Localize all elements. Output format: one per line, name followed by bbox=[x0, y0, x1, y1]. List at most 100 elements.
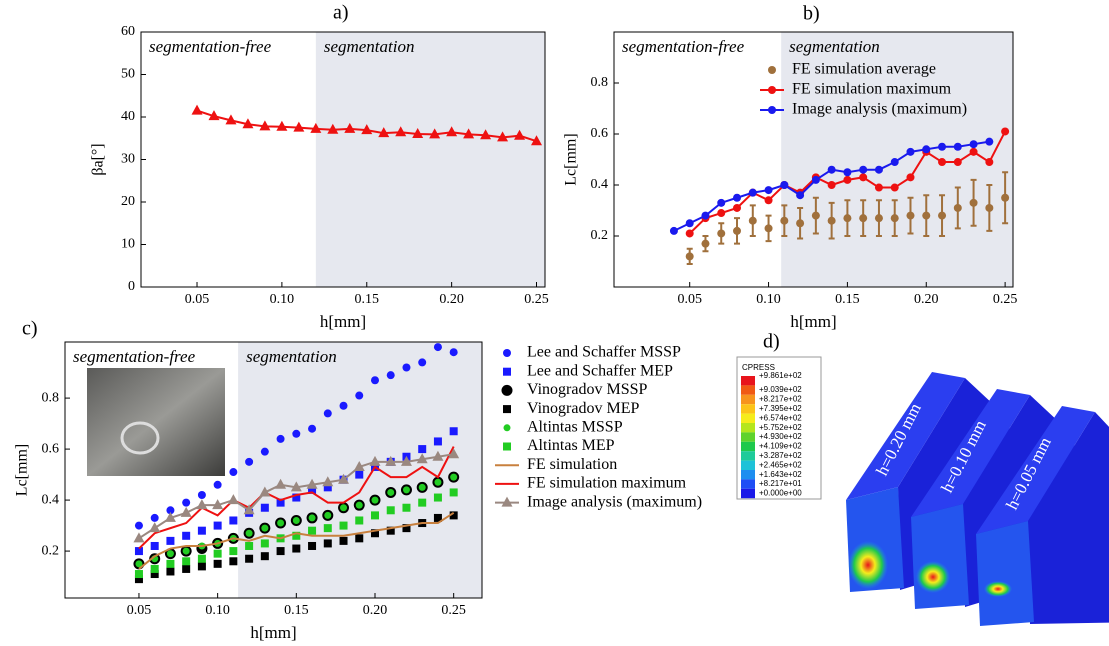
colorbar-label: +9.039e+02 bbox=[759, 385, 802, 394]
marker bbox=[434, 478, 442, 486]
marker bbox=[701, 239, 710, 248]
colorbar-label: +3.287e+02 bbox=[759, 451, 802, 460]
marker bbox=[308, 424, 317, 433]
prism-ridge bbox=[846, 372, 965, 500]
marker bbox=[370, 511, 379, 520]
colorbar-label: +2.465e+02 bbox=[759, 460, 802, 469]
marker bbox=[260, 552, 269, 561]
y-axis-label: Lc[mm] bbox=[14, 444, 31, 496]
marker bbox=[433, 493, 442, 502]
panel-label: d) bbox=[763, 331, 780, 353]
x-axis-label: h[mm] bbox=[250, 623, 296, 642]
marker bbox=[339, 536, 348, 545]
x-tick-label: 0.20 bbox=[439, 292, 464, 307]
marker bbox=[402, 486, 410, 494]
colorbar-swatch bbox=[741, 479, 755, 489]
marker bbox=[685, 219, 694, 228]
marker bbox=[685, 229, 694, 238]
x-axis-label: h[mm] bbox=[320, 312, 366, 331]
marker bbox=[261, 524, 269, 532]
marker bbox=[874, 183, 883, 192]
marker bbox=[292, 531, 301, 540]
x-axis-label: h[mm] bbox=[790, 312, 836, 331]
colorbar-label: +8.217e+01 bbox=[759, 479, 802, 488]
marker bbox=[243, 504, 255, 515]
marker bbox=[166, 536, 175, 545]
marker bbox=[197, 490, 206, 499]
colorbar-label: +4.930e+02 bbox=[759, 432, 802, 441]
marker bbox=[182, 547, 190, 555]
marker bbox=[449, 348, 458, 357]
y-tick-label: 60 bbox=[121, 24, 135, 39]
panel-label: b) bbox=[803, 3, 820, 25]
prism-side bbox=[1028, 412, 1109, 624]
colorbar-label: +9.861e+02 bbox=[759, 371, 802, 380]
marker bbox=[339, 401, 348, 410]
marker bbox=[400, 455, 412, 466]
marker bbox=[213, 480, 222, 489]
inset-photo-detail bbox=[120, 421, 160, 455]
pressure-spot bbox=[848, 541, 888, 589]
legend-label: Lee and Schaffer MSSP bbox=[527, 344, 681, 361]
marker bbox=[733, 203, 742, 212]
legend-marker bbox=[503, 442, 511, 451]
marker bbox=[225, 114, 237, 125]
marker bbox=[164, 511, 176, 522]
marker bbox=[245, 541, 254, 550]
colorbar-swatch bbox=[741, 394, 755, 405]
marker bbox=[386, 526, 395, 535]
prism-ridge bbox=[976, 406, 1095, 534]
legend-label: FE simulation average bbox=[792, 61, 936, 78]
marker bbox=[353, 460, 365, 471]
annotation: segmentation-free bbox=[622, 37, 745, 56]
marker bbox=[780, 216, 789, 225]
y-tick-label: 40 bbox=[121, 109, 135, 124]
marker bbox=[197, 554, 206, 563]
colorbar-swatch bbox=[741, 413, 755, 423]
y-tick-label: 50 bbox=[121, 67, 135, 82]
legend-marker bbox=[768, 86, 776, 94]
x-tick-label: 0.25 bbox=[524, 292, 549, 307]
marker bbox=[323, 409, 332, 418]
marker bbox=[449, 488, 458, 497]
colorbar-label: +6.574e+02 bbox=[759, 413, 802, 422]
marker bbox=[339, 521, 348, 530]
x-tick-label: 0.15 bbox=[835, 292, 860, 307]
marker bbox=[450, 473, 458, 481]
marker bbox=[859, 214, 868, 223]
marker bbox=[344, 122, 356, 133]
marker bbox=[150, 513, 159, 522]
x-tick-label: 0.05 bbox=[185, 292, 210, 307]
marker bbox=[890, 158, 899, 167]
legend-marker bbox=[503, 367, 511, 376]
marker bbox=[134, 521, 143, 530]
marker bbox=[827, 165, 836, 174]
marker bbox=[859, 173, 868, 182]
marker bbox=[402, 524, 411, 533]
marker bbox=[890, 183, 899, 192]
marker bbox=[412, 128, 424, 138]
x-tick-label: 0.25 bbox=[993, 292, 1018, 307]
marker bbox=[292, 516, 300, 524]
marker bbox=[969, 140, 978, 149]
marker bbox=[764, 186, 773, 195]
marker bbox=[938, 211, 947, 220]
legend-label: Image analysis (maximum) bbox=[792, 101, 967, 118]
marker bbox=[308, 541, 317, 550]
marker bbox=[276, 498, 285, 507]
marker bbox=[134, 547, 143, 556]
marker bbox=[764, 196, 773, 205]
marker bbox=[1001, 127, 1010, 136]
marker bbox=[953, 203, 962, 212]
marker bbox=[370, 529, 379, 538]
marker bbox=[276, 120, 288, 131]
marker bbox=[306, 478, 318, 489]
marker bbox=[386, 371, 395, 380]
marker bbox=[197, 526, 206, 535]
marker bbox=[386, 506, 395, 515]
colorbar-label: +4.109e+02 bbox=[759, 442, 802, 451]
marker bbox=[432, 450, 444, 461]
marker bbox=[197, 562, 206, 571]
